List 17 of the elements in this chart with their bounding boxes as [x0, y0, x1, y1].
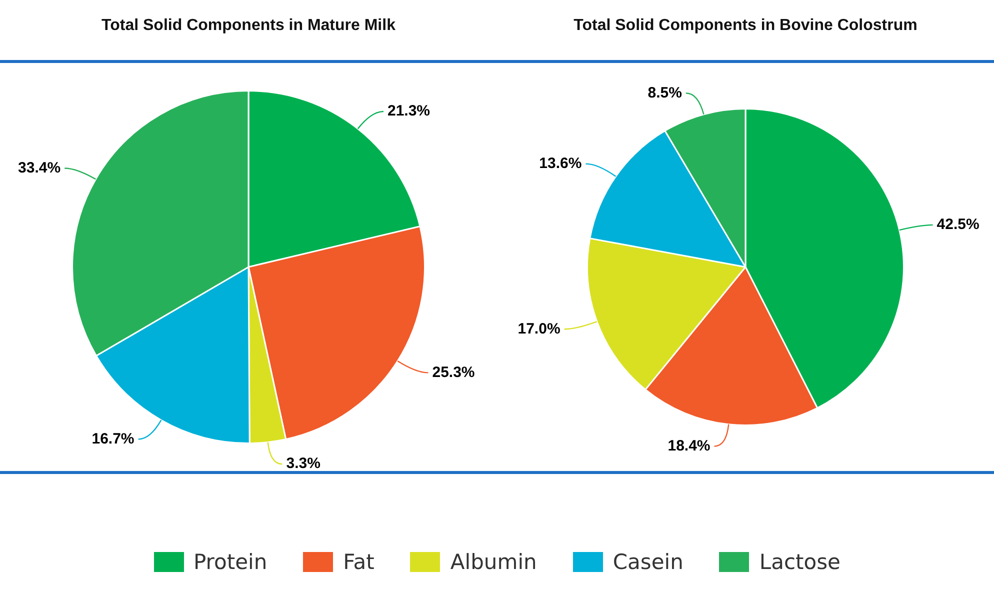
chart-title: Total Solid Components in Mature Milk — [102, 17, 396, 35]
data-label: 3.3% — [286, 455, 320, 472]
legend-label: Fat — [343, 550, 374, 574]
data-label: 8.5% — [648, 84, 682, 102]
legend-label: Casein — [612, 550, 684, 574]
data-label: 33.4% — [18, 159, 61, 176]
legend-label: Albumin — [450, 550, 537, 574]
chart-title: Total Solid Components in Bovine Colostrum — [574, 17, 918, 35]
data-label: 42.5% — [936, 216, 980, 234]
data-label: 18.4% — [668, 437, 710, 454]
data-label: 17.0% — [518, 320, 560, 338]
legend-label: Protein — [194, 550, 268, 574]
data-label: 25.3% — [432, 364, 475, 381]
data-label: 21.3% — [387, 102, 430, 120]
legend-label: Lactose — [759, 550, 840, 574]
data-label: 16.7% — [92, 430, 134, 448]
data-label: 13.6% — [539, 154, 582, 172]
